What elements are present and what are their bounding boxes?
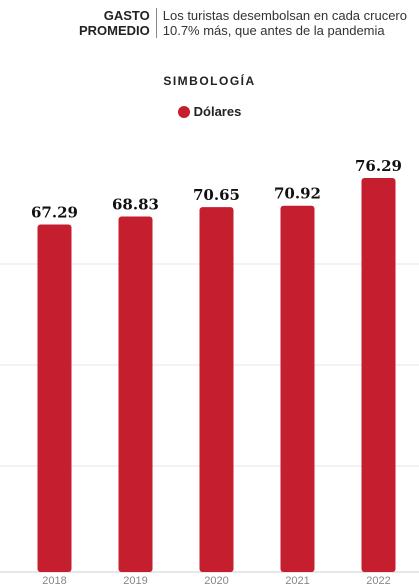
x-tick-label-2020: 2020 (204, 575, 228, 587)
bar-2022 (361, 178, 396, 572)
x-tick-label-2022: 2022 (366, 575, 390, 587)
header-label-line2: PROMEDIO (78, 23, 150, 38)
x-tick-label-2021: 2021 (285, 575, 309, 587)
bar-2020 (199, 207, 234, 572)
header-label-line1: GASTO (103, 8, 150, 23)
bar-2021 (280, 205, 315, 572)
chart-header: GASTO PROMEDIO Los turistas desembolsan … (0, 8, 407, 38)
value-label-2020: 70.65 (193, 186, 240, 204)
bar-2018 (37, 224, 72, 572)
value-label-2022: 76.29 (355, 157, 402, 175)
legend: Dólares (0, 104, 419, 119)
legend-title: SIMBOLOGÍA (163, 74, 256, 88)
value-label-2019: 68.83 (112, 196, 159, 214)
value-label-2018: 67.29 (31, 203, 78, 221)
x-tick-label-2018: 2018 (42, 575, 66, 587)
value-label-2021: 70.92 (274, 185, 321, 203)
header-label: GASTO PROMEDIO (79, 8, 157, 38)
legend-label: Dólares (193, 104, 242, 119)
header-text-line1: Los turistas desembolsan en cada crucero (162, 8, 407, 23)
header-description: Los turistas desembolsan en cada crucero… (157, 8, 407, 38)
x-tick-label-2019: 2019 (123, 575, 147, 587)
header-text-line2: 10.7% más, que antes de la pandemia (162, 23, 385, 38)
legend-swatch (177, 105, 190, 118)
bar-2019 (118, 216, 153, 572)
